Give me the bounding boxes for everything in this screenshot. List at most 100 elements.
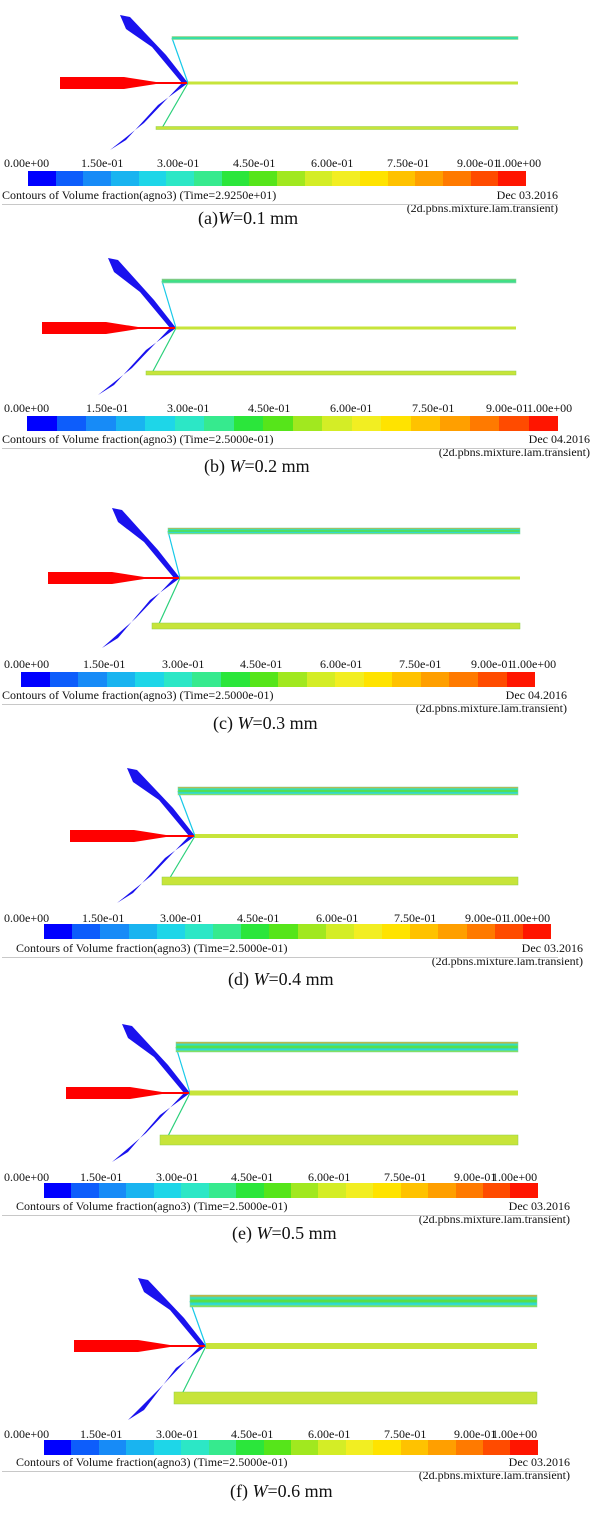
colorbar-tick-label: 7.50e-01 bbox=[394, 911, 437, 925]
connector-upper bbox=[175, 1046, 191, 1094]
colorbar-swatch bbox=[306, 672, 336, 687]
main-inlet bbox=[66, 1087, 190, 1099]
colorbar-swatch bbox=[192, 672, 221, 687]
colorbar-swatch bbox=[363, 672, 393, 687]
timestamp: Dec 03.2016 bbox=[508, 1199, 570, 1213]
main-inlet bbox=[60, 77, 188, 89]
colorbar-swatch bbox=[263, 416, 293, 431]
main-inlet bbox=[70, 830, 195, 842]
colorbar-swatch bbox=[220, 672, 250, 687]
panel-caption: (a)W=0.1 mm bbox=[198, 208, 298, 229]
upper-outlet-channel bbox=[171, 36, 519, 40]
colorbar-tick-label: 9.00e-01 bbox=[471, 657, 514, 671]
colorbar-swatch bbox=[522, 924, 552, 939]
colorbar-tick-label: 7.50e-01 bbox=[399, 657, 442, 671]
colorbar-swatch bbox=[71, 1183, 99, 1198]
colorbar-swatch bbox=[345, 1440, 374, 1455]
connector-upper bbox=[167, 530, 181, 579]
colorbar-tick-labels: 0.00e+00 1.50e-01 3.00e-01 4.50e-01 6.00e-01… bbox=[0, 911, 599, 927]
colorbar-tick-label: 6.00e-01 bbox=[320, 657, 363, 671]
colorbar-tick-label: 9.00e-01 bbox=[454, 1170, 497, 1184]
colorbar-swatch bbox=[98, 1440, 127, 1455]
connector-lower bbox=[151, 327, 177, 374]
panel-caption: (b) W=0.2 mm bbox=[204, 456, 310, 477]
divider bbox=[2, 1215, 558, 1216]
channel-contour-plot bbox=[42, 258, 517, 395]
caption-variable: W bbox=[237, 713, 253, 733]
connector-lower bbox=[167, 835, 196, 882]
colorbar-swatch bbox=[21, 672, 50, 687]
colorbar-swatch bbox=[126, 1440, 154, 1455]
contour-title: Contours of Volume fraction(agno3) (Time… bbox=[16, 941, 288, 955]
colorbar-swatch bbox=[44, 924, 73, 939]
caption-variable: W bbox=[217, 208, 233, 228]
middle-outlet-channel bbox=[180, 576, 520, 580]
colorbar bbox=[21, 672, 536, 687]
colorbar-tick-label: 1.00e+00 bbox=[527, 401, 573, 415]
colorbar-swatch bbox=[156, 924, 185, 939]
side-inlet-upper bbox=[108, 258, 176, 328]
divider bbox=[2, 957, 558, 958]
colorbar-tick-label: 3.00e-01 bbox=[157, 156, 200, 170]
colorbar-swatch bbox=[353, 924, 383, 939]
contour-title: Contours of Volume fraction(agno3) (Time… bbox=[16, 1199, 288, 1213]
lower-outlet-channel bbox=[159, 1134, 519, 1146]
colorbar-swatch bbox=[392, 672, 421, 687]
caption-variable: W bbox=[229, 456, 245, 476]
colorbar-swatch bbox=[98, 1183, 127, 1198]
colorbar-swatch bbox=[318, 1440, 346, 1455]
caption-label: (b) bbox=[204, 456, 230, 476]
colorbar-swatch bbox=[466, 924, 495, 939]
caption-label: (a) bbox=[198, 208, 218, 228]
panel-caption: (e) W=0.5 mm bbox=[232, 1223, 337, 1244]
upper-outlet-channel bbox=[189, 1294, 538, 1308]
connector-lower bbox=[179, 1345, 207, 1399]
colorbar-swatch bbox=[55, 171, 84, 186]
colorbar-swatch bbox=[181, 1183, 209, 1198]
colorbar-tick-label: 0.00e+00 bbox=[4, 657, 50, 671]
colorbar-swatch bbox=[208, 1440, 237, 1455]
colorbar-tick-label: 9.00e-01 bbox=[457, 156, 500, 170]
colorbar-swatch bbox=[83, 171, 112, 186]
colorbar-swatch bbox=[56, 416, 86, 431]
lower-outlet-channel bbox=[145, 370, 517, 376]
colorbar-tick-label: 9.00e-01 bbox=[465, 911, 508, 925]
colorbar-swatch bbox=[410, 416, 440, 431]
colorbar-tick-label: 6.00e-01 bbox=[330, 401, 373, 415]
colorbar-tick-label: 9.00e-01 bbox=[454, 1427, 497, 1441]
colorbar-swatch bbox=[528, 416, 558, 431]
colorbar-swatch bbox=[138, 171, 167, 186]
colorbar-tick-label: 7.50e-01 bbox=[384, 1427, 427, 1441]
connector-lower bbox=[165, 1092, 191, 1141]
side-inlet-lower bbox=[110, 83, 188, 150]
colorbar-swatch bbox=[27, 416, 57, 431]
channel-contour-plot bbox=[66, 1024, 519, 1162]
caption-label: (e) bbox=[232, 1223, 257, 1243]
panel-caption: (f) W=0.6 mm bbox=[230, 1481, 333, 1502]
colorbar-tick-label: 0.00e+00 bbox=[4, 911, 50, 925]
colorbar-swatch bbox=[510, 1440, 538, 1455]
panel-caption: (c) W=0.3 mm bbox=[213, 713, 318, 734]
middle-outlet-channel bbox=[176, 326, 516, 330]
colorbar-tick-label: 3.00e-01 bbox=[162, 657, 205, 671]
colorbar-tick-label: 1.50e-01 bbox=[83, 657, 126, 671]
colorbar-swatch bbox=[420, 672, 450, 687]
divider bbox=[2, 1471, 558, 1472]
channel-contour-plot bbox=[48, 508, 521, 648]
colorbar-swatch bbox=[204, 416, 234, 431]
channel-contour-plot bbox=[74, 1278, 538, 1420]
colorbar-swatch bbox=[373, 1183, 401, 1198]
connector-upper bbox=[171, 37, 189, 84]
timestamp: Dec 04.2016 bbox=[505, 688, 567, 702]
main-inlet bbox=[74, 1340, 206, 1352]
divider bbox=[2, 204, 558, 205]
middle-outlet-channel bbox=[188, 81, 518, 85]
colorbar-swatch bbox=[126, 1183, 154, 1198]
side-inlet-upper bbox=[122, 1024, 190, 1093]
colorbar-swatch bbox=[184, 924, 214, 939]
channel-contour-plot bbox=[70, 768, 519, 903]
colorbar-swatch bbox=[443, 171, 471, 186]
colorbar-tick-label: 7.50e-01 bbox=[412, 401, 455, 415]
colorbar-swatch bbox=[71, 1440, 99, 1455]
caption-variable: W bbox=[253, 969, 269, 989]
